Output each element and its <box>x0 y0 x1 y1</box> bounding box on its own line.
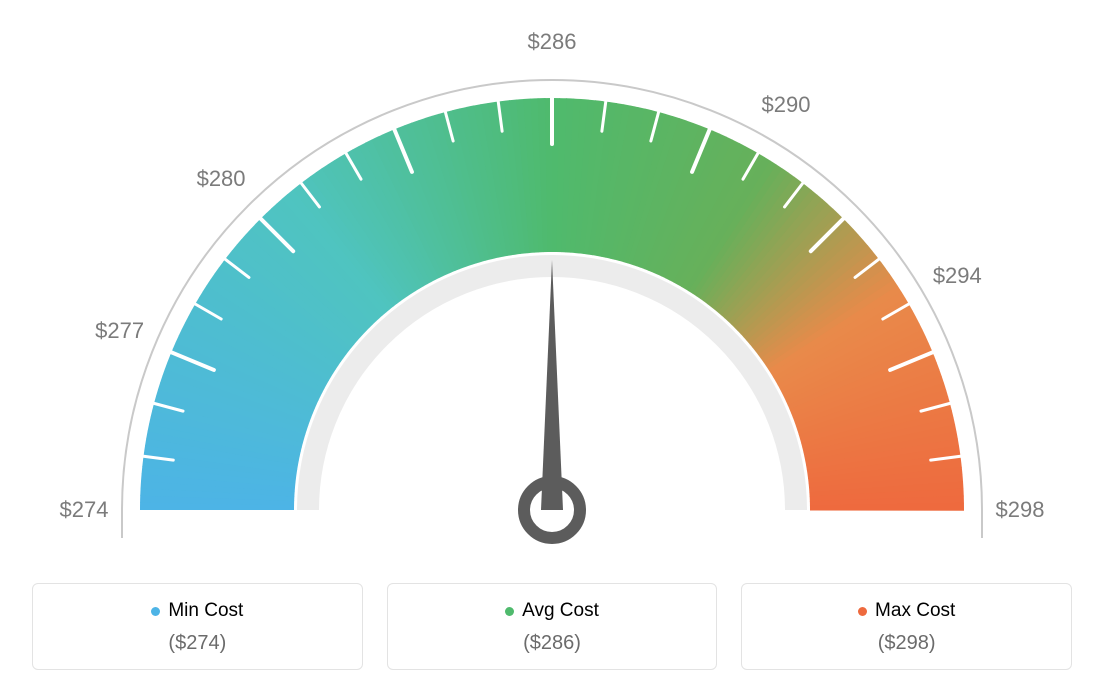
legend-value-avg: ($286) <box>388 632 717 655</box>
dot-icon <box>151 607 160 616</box>
legend-card-min: Min Cost ($274) <box>32 583 363 670</box>
legend-label-text: Avg Cost <box>522 600 599 622</box>
gauge-tick-label: $290 <box>762 92 811 118</box>
legend-label-avg: Avg Cost <box>505 600 599 622</box>
gauge-chart: $274 $277 $280 $286 $290 $294 $298 <box>0 0 1104 560</box>
gauge-tick-label: $294 <box>933 263 982 289</box>
legend-row: Min Cost ($274) Avg Cost ($286) Max Cost… <box>32 583 1072 670</box>
dot-icon <box>505 607 514 616</box>
legend-label-text: Min Cost <box>168 600 243 622</box>
gauge-tick-label: $280 <box>197 166 246 192</box>
legend-value-max: ($298) <box>742 632 1071 655</box>
dot-icon <box>858 607 867 616</box>
gauge-tick-label: $274 <box>60 497 109 523</box>
legend-label-min: Min Cost <box>151 600 243 622</box>
gauge-tick-label: $277 <box>95 318 144 344</box>
legend-card-avg: Avg Cost ($286) <box>387 583 718 670</box>
legend-label-max: Max Cost <box>858 600 955 622</box>
legend-label-text: Max Cost <box>875 600 955 622</box>
legend-value-min: ($274) <box>33 632 362 655</box>
legend-card-max: Max Cost ($298) <box>741 583 1072 670</box>
gauge-tick-label: $286 <box>528 29 577 55</box>
gauge-tick-label: $298 <box>996 497 1045 523</box>
